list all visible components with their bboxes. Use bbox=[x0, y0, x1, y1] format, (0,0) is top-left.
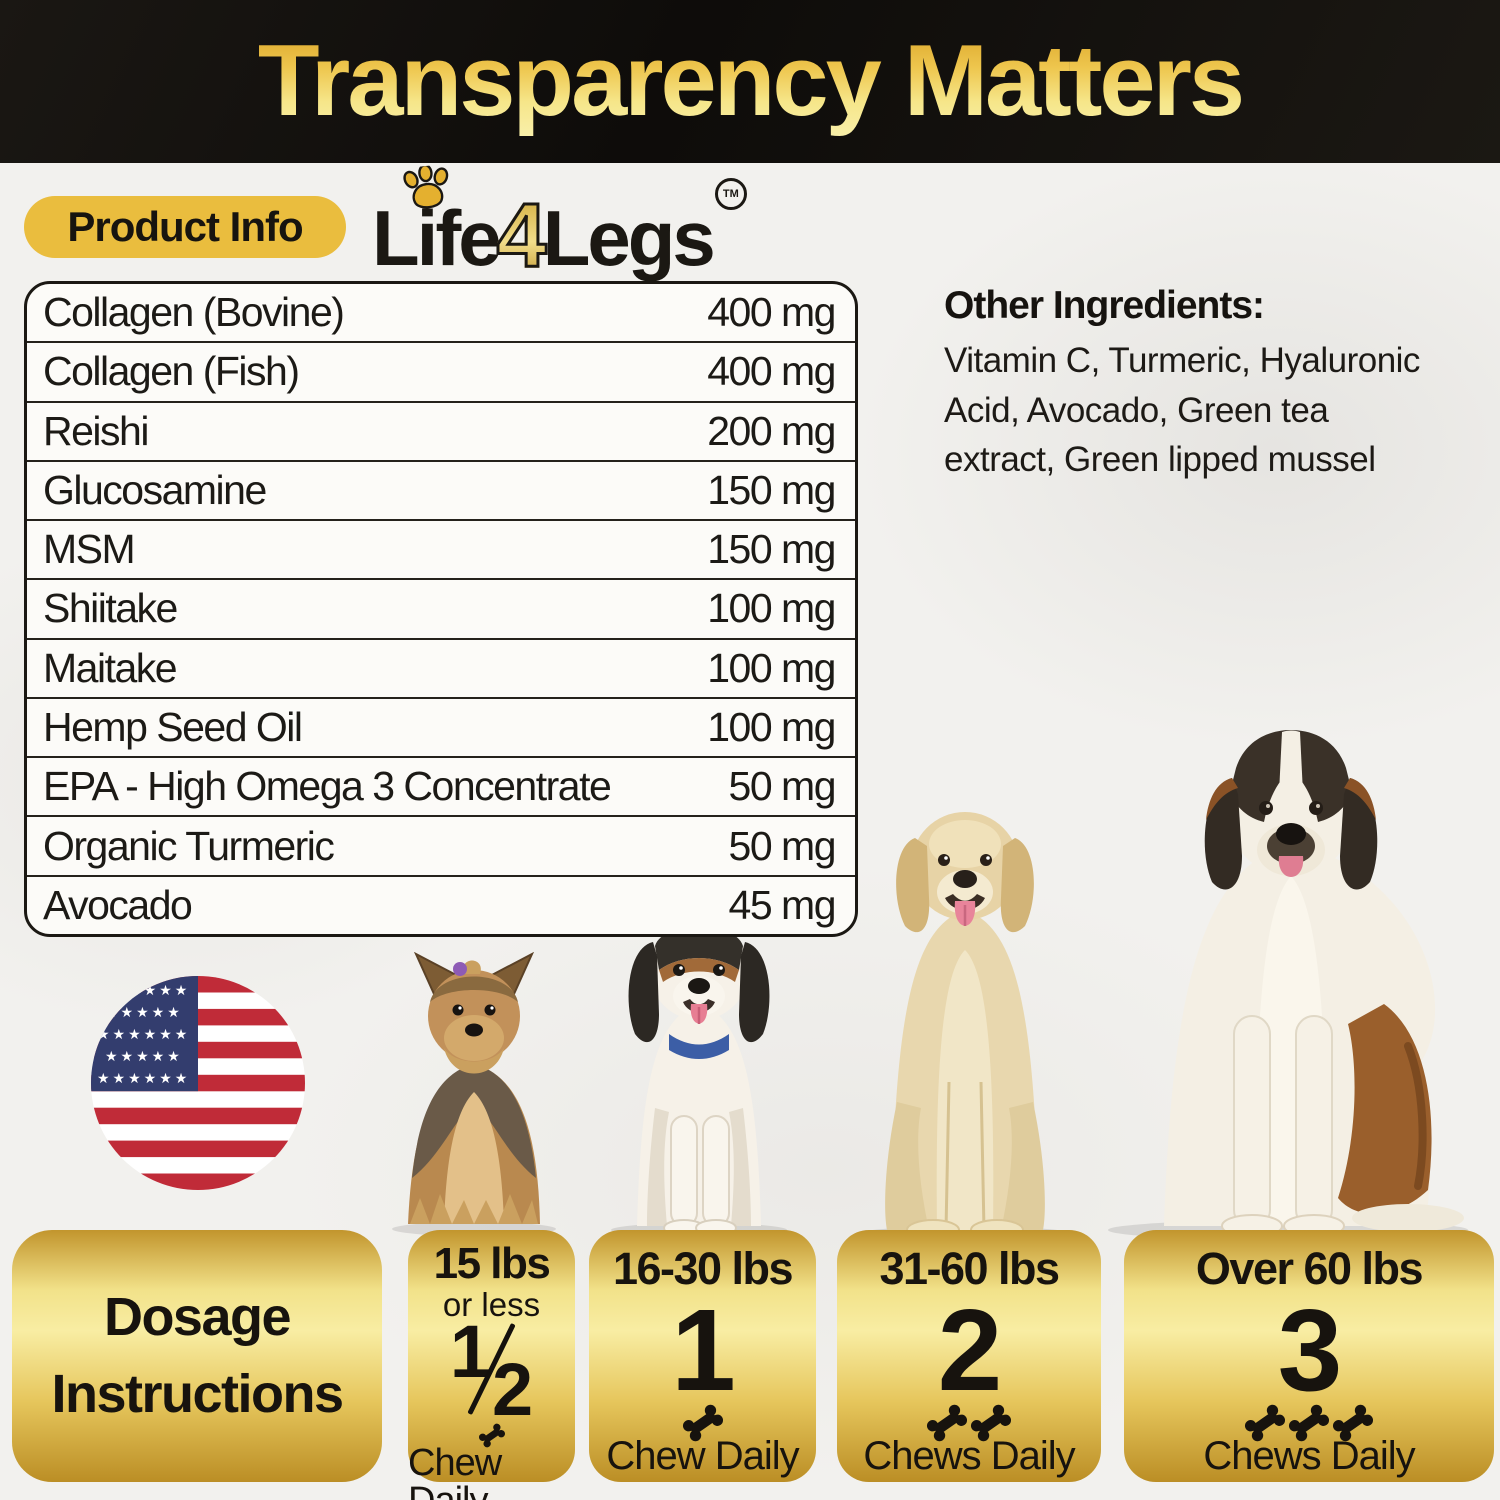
bone-icons bbox=[924, 1402, 1014, 1444]
chew-unit-label: Chew Daily bbox=[606, 1433, 799, 1478]
table-row: Collagen (Fish) 400 mg bbox=[27, 343, 855, 403]
ingredient-name: Maitake bbox=[43, 644, 178, 691]
table-row: Collagen (Bovine) 400 mg bbox=[27, 284, 855, 344]
saint-bernard-photo bbox=[1108, 730, 1468, 1240]
svg-text:★★★★★: ★★★★★ bbox=[105, 1005, 183, 1021]
fraction-denominator: 2 bbox=[492, 1347, 534, 1431]
other-ingredients-line: Vitamin C, Turmeric, Hyaluronic bbox=[944, 341, 1420, 380]
ingredient-amount: 200 mg bbox=[707, 407, 836, 454]
dosage-title-line1: Dosage bbox=[103, 1287, 292, 1348]
brand-number-4: 4 bbox=[495, 184, 548, 287]
chew-unit-label: Chews Daily bbox=[863, 1433, 1075, 1478]
weight-range: Over 60 lbs bbox=[1195, 1243, 1424, 1294]
weight-range: 15 lbs bbox=[433, 1239, 551, 1288]
brand-word-legs: Legs bbox=[542, 193, 716, 282]
table-row: Maitake 100 mg bbox=[27, 640, 855, 699]
svg-text:★★★★★: ★★★★★ bbox=[105, 1049, 183, 1065]
chew-count: 2 bbox=[937, 1285, 1003, 1415]
ingredient-name: EPA - High Omega 3 Concentrate bbox=[43, 763, 612, 810]
ingredient-amount: 400 mg bbox=[707, 289, 836, 336]
ingredient-name: Collagen (Bovine) bbox=[43, 289, 345, 336]
ingredient-amount: 50 mg bbox=[728, 763, 837, 810]
svg-text:★★★★★★: ★★★★★★ bbox=[97, 1071, 190, 1087]
ingredient-amount: 50 mg bbox=[728, 822, 837, 869]
ingredient-amount: 150 mg bbox=[707, 466, 836, 513]
table-row: Hemp Seed Oil 100 mg bbox=[27, 699, 855, 759]
dosage-title-box: Dosage Instructions bbox=[12, 1230, 382, 1482]
ingredients-table: Collagen (Bovine) 400 mg Collagen (Fish) 4… bbox=[24, 281, 858, 937]
dosage-box-over-60lbs: Over 60 lbs 3 Chews Daily bbox=[1124, 1230, 1494, 1482]
table-row: Avocado 45 mg bbox=[27, 877, 855, 934]
chew-count-fraction: 1 2 bbox=[450, 1310, 533, 1431]
bone-icons bbox=[1242, 1402, 1376, 1444]
ingredient-name: Reishi bbox=[43, 407, 149, 454]
chew-unit-label: Chews Daily bbox=[1203, 1433, 1415, 1478]
golden-retriever-photo bbox=[859, 812, 1071, 1242]
svg-text:★★★★★★: ★★★★★★ bbox=[97, 1027, 190, 1043]
chew-count: 1 bbox=[671, 1285, 736, 1415]
brand-logo: Life 4 Legs TM bbox=[372, 163, 747, 287]
dosage-box-15lbs: 15 lbs or less 1 2 Chew Daily bbox=[408, 1230, 575, 1500]
collar bbox=[669, 1034, 729, 1059]
ingredient-name: Glucosamine bbox=[43, 466, 267, 513]
other-ingredients-line: extract, Green lipped mussel bbox=[944, 440, 1376, 480]
table-row: Organic Turmeric 50 mg bbox=[27, 817, 855, 877]
usa-flag: ★★★★★★ ★★★★★ ★★★★★★ ★★★★★ ★★★★★★ bbox=[91, 976, 305, 1190]
other-ingredients-line: Acid, Avocado, Green tea bbox=[944, 390, 1329, 430]
yorkshire-terrier-photo bbox=[392, 952, 556, 1236]
top-banner: Transparency Matters bbox=[0, 0, 1500, 163]
beagle-puppy-photo bbox=[611, 920, 787, 1237]
ingredient-name: Organic Turmeric bbox=[43, 822, 335, 869]
product-info-label: Product Info bbox=[67, 203, 303, 250]
table-row: Glucosamine 150 mg bbox=[27, 462, 855, 522]
weight-range-sub: or less bbox=[442, 1286, 541, 1323]
ingredient-name: Hemp Seed Oil bbox=[43, 703, 303, 750]
ingredient-amount: 150 mg bbox=[707, 526, 836, 573]
ingredient-amount: 400 mg bbox=[707, 348, 836, 395]
ingredient-amount: 100 mg bbox=[707, 703, 836, 750]
table-row: EPA - High Omega 3 Concentrate 50 mg bbox=[27, 758, 855, 818]
svg-text:★★★★★★: ★★★★★★ bbox=[97, 983, 190, 999]
ingredient-amount: 45 mg bbox=[728, 881, 837, 928]
chew-unit-label: Chew Daily bbox=[408, 1442, 502, 1500]
table-row: MSM 150 mg bbox=[27, 521, 855, 581]
weight-range: 31-60 lbs bbox=[879, 1243, 1060, 1294]
table-row: Reishi 200 mg bbox=[27, 403, 855, 462]
table-row: Shiitake 100 mg bbox=[27, 580, 855, 640]
bone-icons bbox=[680, 1402, 725, 1444]
other-ingredients: Other Ingredients: Vitamin C, Turmeric, … bbox=[944, 284, 1489, 485]
brand-word-life: Life bbox=[372, 193, 502, 282]
ingredient-name: Avocado bbox=[43, 881, 193, 928]
ingredient-amount: 100 mg bbox=[707, 644, 836, 691]
weight-range: 16-30 lbs bbox=[612, 1243, 794, 1294]
dosage-title-line2: Instructions bbox=[51, 1364, 344, 1424]
dosage-box-31-60lbs: 31-60 lbs 2 Chews Daily bbox=[837, 1230, 1101, 1482]
ingredient-amount: 100 mg bbox=[707, 585, 836, 632]
ingredient-name: MSM bbox=[43, 526, 136, 573]
hair-tie bbox=[453, 962, 467, 976]
trademark-badge: TM bbox=[714, 178, 747, 210]
ingredient-name: Collagen (Fish) bbox=[43, 348, 300, 395]
paw-icon bbox=[403, 163, 449, 209]
other-ingredients-heading: Other Ingredients: bbox=[944, 284, 1265, 327]
ingredient-name: Shiitake bbox=[43, 585, 178, 632]
chew-count: 3 bbox=[1277, 1285, 1343, 1415]
product-info-badge: Product Info bbox=[24, 196, 346, 258]
page-title: Transparency Matters bbox=[257, 25, 1245, 137]
dosage-box-16-30lbs: 16-30 lbs 1 Chew Daily bbox=[589, 1230, 816, 1482]
